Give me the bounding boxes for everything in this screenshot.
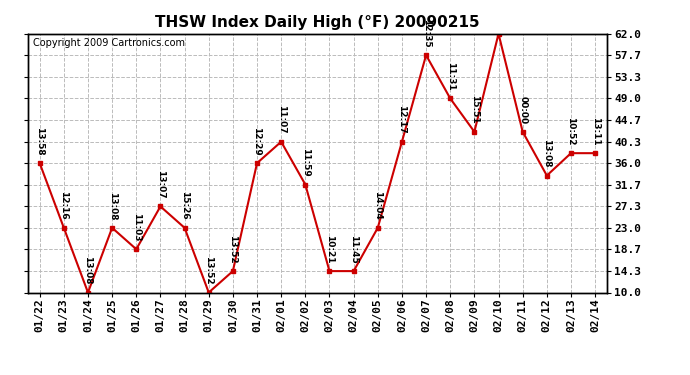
Text: 13:52: 13:52: [228, 235, 237, 263]
Text: 11:03: 11:03: [132, 213, 141, 242]
Text: 13:58: 13:58: [35, 127, 44, 155]
Text: 11:09: 11:09: [0, 374, 1, 375]
Text: 12:16: 12:16: [59, 191, 68, 220]
Text: 13:08: 13:08: [542, 139, 551, 168]
Text: 13:07: 13:07: [156, 170, 165, 199]
Text: 10:52: 10:52: [566, 117, 575, 146]
Text: 15:51: 15:51: [470, 95, 479, 124]
Text: 15:26: 15:26: [180, 191, 189, 220]
Text: 14:04: 14:04: [373, 191, 382, 220]
Text: 13:11: 13:11: [591, 117, 600, 146]
Text: 13:08: 13:08: [108, 192, 117, 220]
Text: 12:29: 12:29: [253, 127, 262, 155]
Text: 13:52: 13:52: [204, 256, 213, 285]
Text: 00:00: 00:00: [518, 96, 527, 124]
Text: 12:35: 12:35: [422, 19, 431, 47]
Text: 11:07: 11:07: [277, 105, 286, 134]
Text: 11:59: 11:59: [301, 148, 310, 177]
Text: 11:31: 11:31: [446, 62, 455, 91]
Text: 11:45: 11:45: [349, 235, 358, 263]
Text: THSW Index Daily High (°F) 20090215: THSW Index Daily High (°F) 20090215: [155, 15, 480, 30]
Text: 10:21: 10:21: [325, 235, 334, 263]
Text: Copyright 2009 Cartronics.com: Copyright 2009 Cartronics.com: [33, 38, 186, 48]
Text: 12:17: 12:17: [397, 105, 406, 134]
Text: 13:08: 13:08: [83, 256, 92, 285]
